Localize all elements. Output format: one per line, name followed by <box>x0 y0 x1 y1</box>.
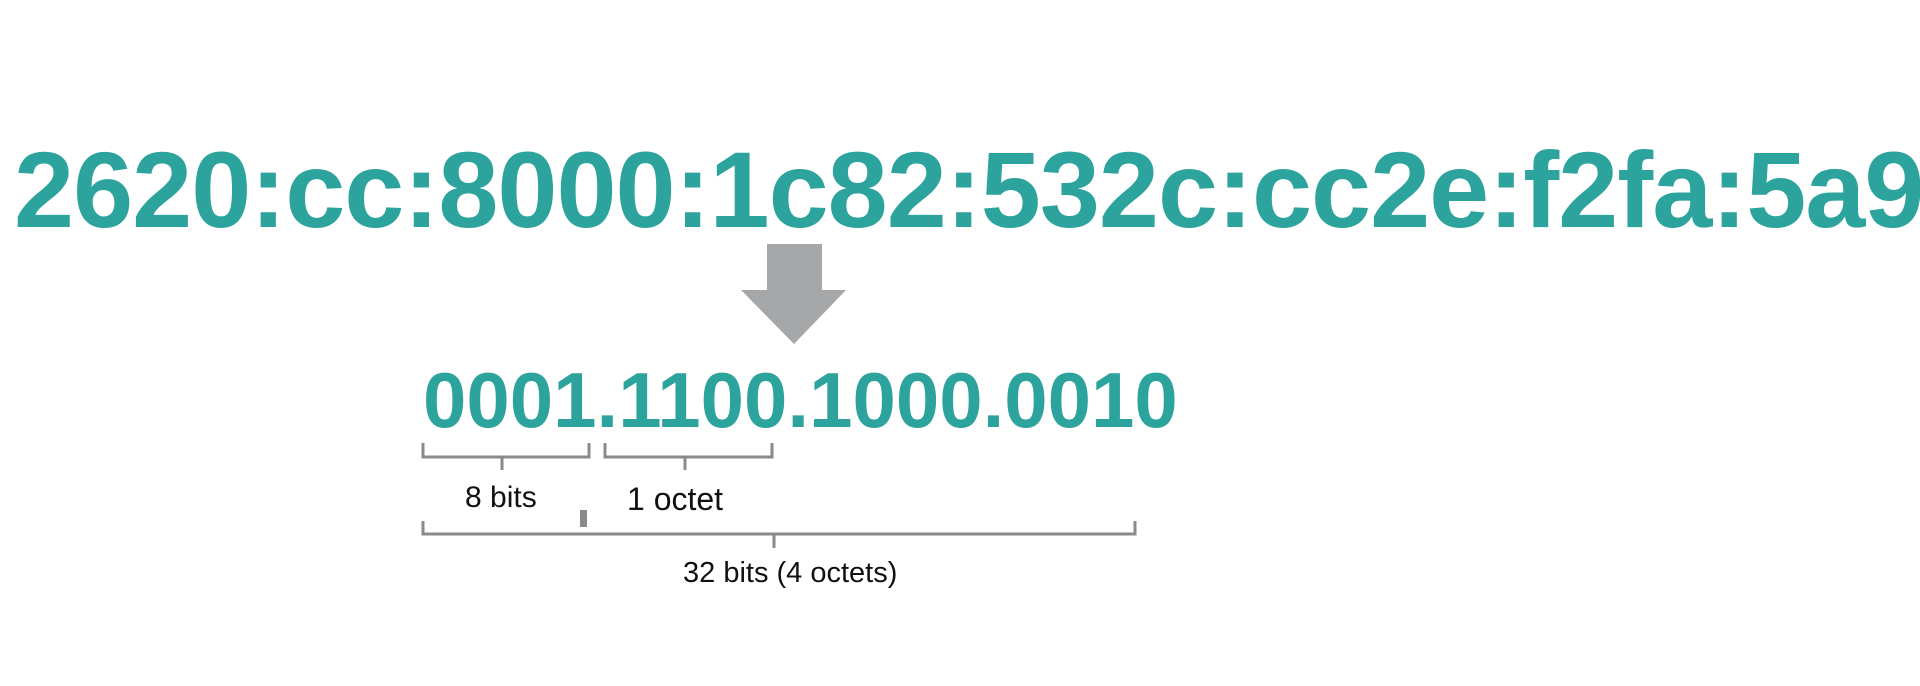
bracket-8-bits <box>421 443 591 470</box>
binary-value: 0001.1100.1000.0010 <box>423 356 1178 444</box>
bracket-32-bits <box>421 521 1137 548</box>
label-1-octet: 1 octet <box>627 481 724 517</box>
separator-marker <box>580 510 587 527</box>
down-arrow-icon <box>741 244 846 344</box>
label-8-bits: 8 bits <box>465 481 537 514</box>
bracket-1-octet <box>603 443 774 470</box>
label-32-bits: 32 bits (4 octets) <box>683 557 898 589</box>
ipv6-address: 2620:cc:8000:1c82:532c:cc2e:f2fa:5a9b <box>14 129 1920 250</box>
